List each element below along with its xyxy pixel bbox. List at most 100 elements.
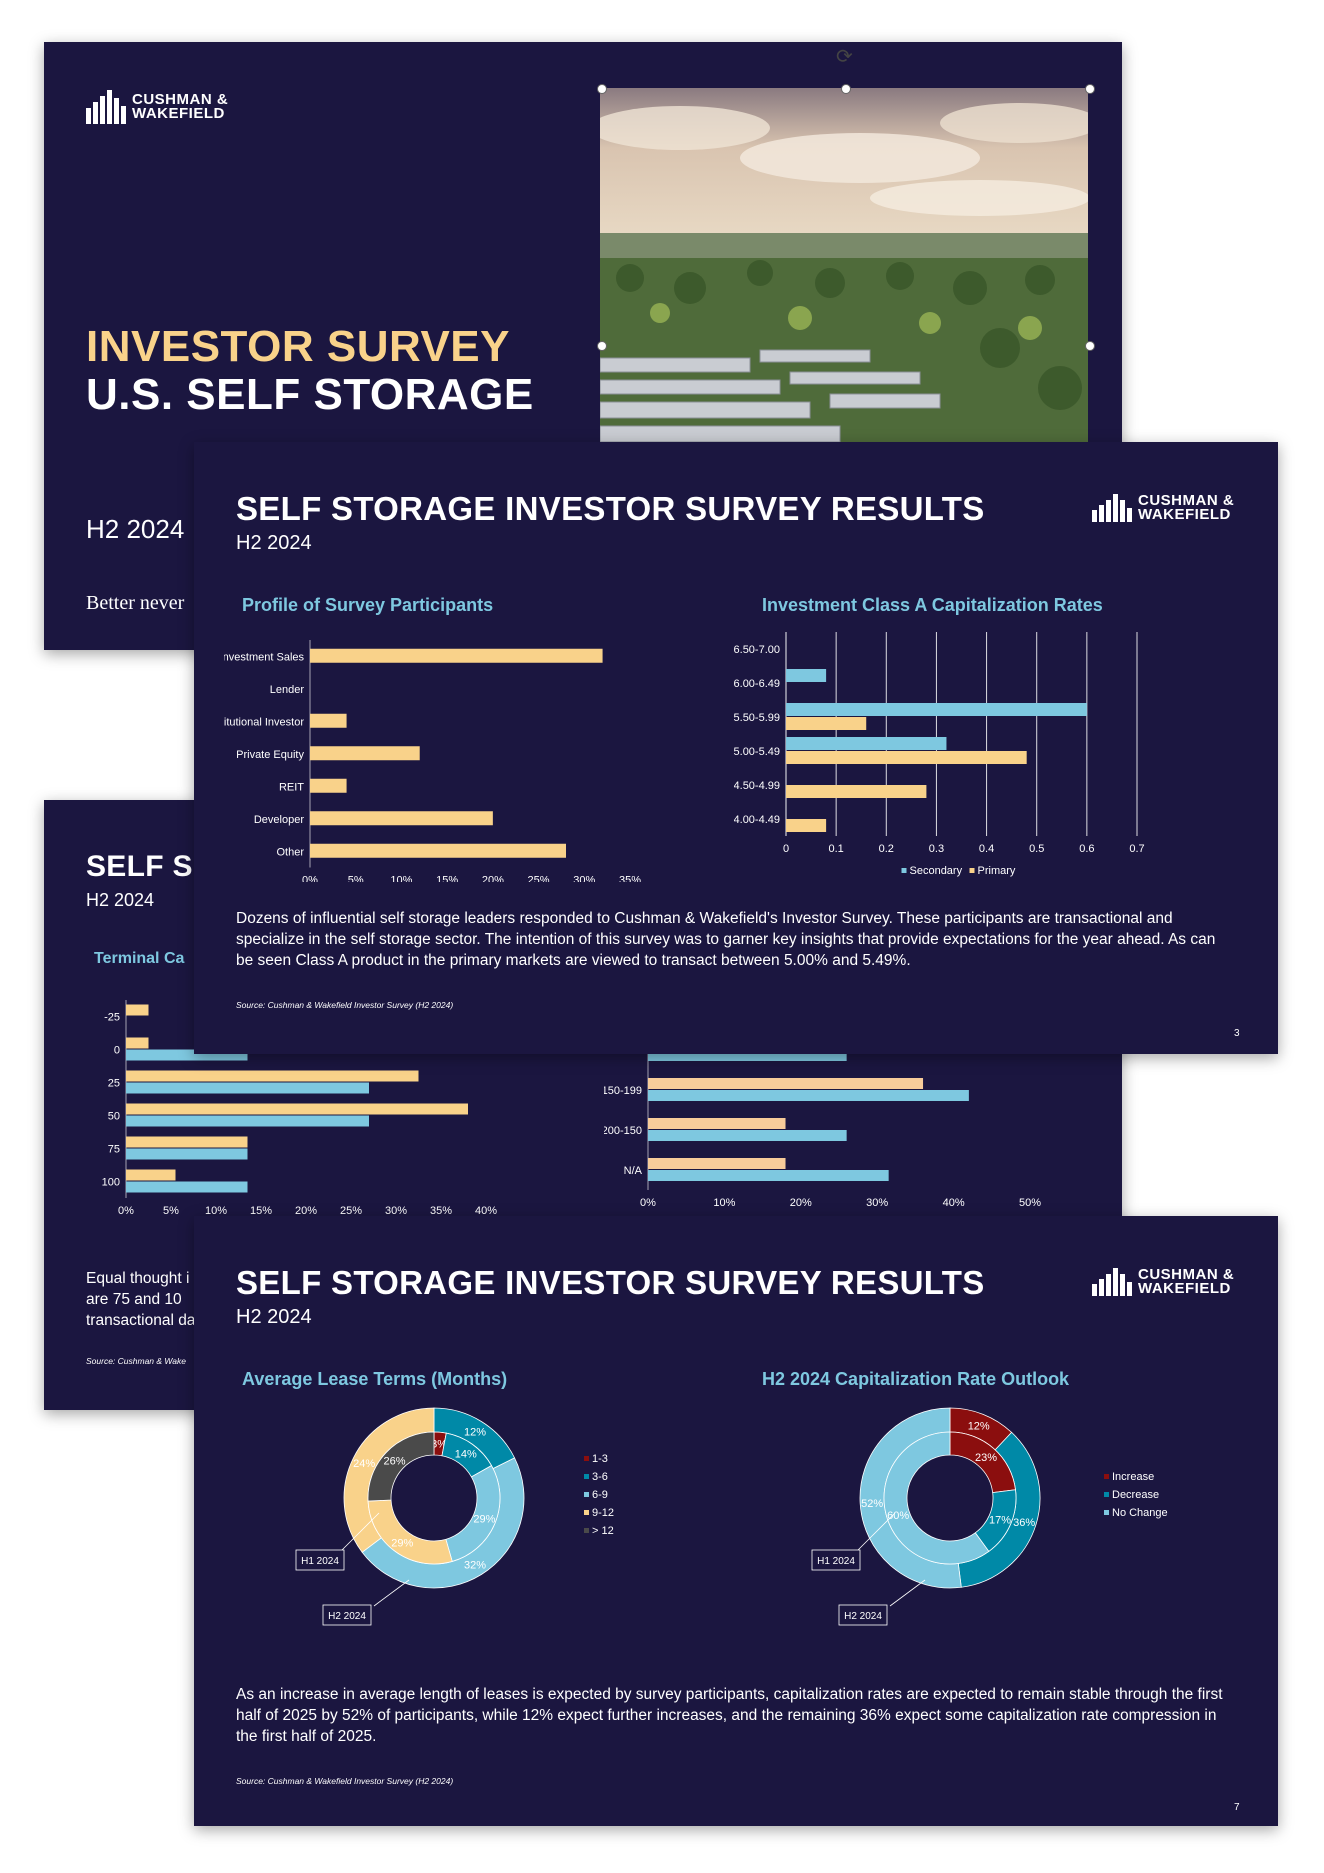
tick-label: 20% (790, 1197, 812, 1209)
bar (126, 1070, 419, 1082)
tick-label: 35% (430, 1205, 452, 1217)
tick-label: 0.2 (879, 843, 894, 855)
resize-handle[interactable] (1085, 341, 1095, 351)
aerial-storage-facility-photo[interactable] (600, 88, 1088, 488)
callout-box (295, 1549, 345, 1571)
slide3-body: Dozens of influential self storage leade… (236, 910, 1216, 969)
category-label: Other (276, 846, 304, 858)
slice-label: 23% (975, 1452, 997, 1464)
building-logo-icon (1092, 1268, 1132, 1296)
size-chart: 100-149150-199200-150N/A0%10%20%30%40%50… (604, 1030, 1041, 1209)
callout-box (811, 1549, 861, 1571)
resize-handle[interactable] (597, 84, 607, 94)
bar (786, 717, 867, 730)
legend-swatch (1104, 1510, 1109, 1515)
tick-label: 20% (482, 875, 504, 883)
slide2-body-line: are 75 and 10 (86, 1291, 182, 1308)
legend-swatch (584, 1492, 589, 1497)
bar (648, 1158, 786, 1169)
legend-label: 1-3 (592, 1453, 608, 1465)
legend-swatch (901, 868, 907, 873)
slide2-body-line: transactional da (86, 1312, 196, 1329)
tick-label: 5% (348, 875, 364, 883)
callout-label: H1 2024 (817, 1556, 855, 1567)
slide2-title: SELF S (86, 850, 193, 883)
tick-label: 0.7 (1129, 843, 1144, 855)
legend-label: Secondary (910, 865, 963, 877)
rotate-icon[interactable]: ⟳ (836, 44, 853, 68)
tick-label: 5% (163, 1205, 179, 1217)
callout-line (341, 1512, 380, 1551)
slide2-section-title: Terminal Ca (94, 950, 185, 967)
slide2-body: Equal thought i are 75 and 10 transactio… (86, 1268, 195, 1331)
tick-label: 50% (1019, 1197, 1041, 1209)
bar (648, 1170, 889, 1181)
callout-label: H2 2024 (844, 1611, 882, 1622)
cushman-logo: CUSHMAN & WAKEFIELD (1092, 1266, 1235, 1297)
legend-label: > 12 (592, 1525, 614, 1537)
cover-tagline: Better never (86, 592, 185, 614)
slice-label: 36% (1013, 1517, 1035, 1529)
profile-chart-title: Profile of Survey Participants (242, 595, 494, 615)
legend-swatch (584, 1474, 589, 1479)
category-label: 4.50-4.99 (734, 780, 780, 792)
slice-label: 24% (353, 1458, 375, 1470)
bar (786, 819, 827, 832)
slide4-page-number: 7 (1234, 1802, 1240, 1813)
bar (126, 1148, 248, 1160)
category-label: 6.00-6.49 (734, 678, 780, 690)
slice-label: 12% (968, 1420, 990, 1432)
bar (786, 737, 947, 750)
legend-label: No Change (1112, 1507, 1168, 1519)
legend-label: Increase (1112, 1471, 1154, 1483)
category-label: 6.50-7.00 (734, 644, 780, 656)
tick-label: 40% (943, 1197, 965, 1209)
legend-label: Primary (978, 865, 1016, 877)
category-label: Investment Sales (224, 651, 304, 663)
category-label: 5.50-5.99 (734, 712, 780, 724)
legend-swatch (1104, 1492, 1109, 1497)
slide2-body-line: Equal thought i (86, 1270, 190, 1287)
tick-label: 25% (528, 875, 550, 883)
category-label: 5.00-5.49 (734, 746, 780, 758)
resize-handle[interactable] (1085, 84, 1095, 94)
logo-text: CUSHMAN & WAKEFIELD (132, 91, 229, 122)
bar (126, 1181, 248, 1193)
legend-label: Decrease (1112, 1489, 1159, 1501)
slide-survey-results-1[interactable]: SELF STORAGE INVESTOR SURVEY RESULTS H2 … (194, 442, 1278, 1054)
logo-text: CUSHMAN & WAKEFIELD (1138, 492, 1235, 523)
callout-label: H1 2024 (301, 1556, 339, 1567)
tick-label: 0.1 (828, 843, 843, 855)
legend-swatch (584, 1456, 589, 1461)
slice-label: 60% (887, 1510, 909, 1522)
tick-label: 20% (295, 1205, 317, 1217)
cover-slide[interactable]: CUSHMAN & WAKEFIELD INVESTOR SURVEY U.S.… (44, 42, 1122, 650)
slide-survey-results-2[interactable]: SELF STORAGE INVESTOR SURVEY RESULTS H2 … (194, 1216, 1278, 1826)
callout-label: H2 2024 (328, 1611, 366, 1622)
cover-title-line2: U.S. SELF STORAGE (86, 370, 534, 419)
bar (126, 1049, 248, 1061)
slice-label: 52% (861, 1498, 883, 1510)
profile-chart: Investment Sales Lender Institutional Inve… (224, 640, 641, 883)
bar (310, 713, 347, 728)
tick-label: 0.3 (929, 843, 944, 855)
bar (126, 1037, 149, 1049)
tick-label: 35% (619, 875, 641, 883)
tick-label: 10% (205, 1205, 227, 1217)
callout-box (838, 1604, 888, 1626)
slice-label: 26% (384, 1455, 406, 1467)
category-label: 50 (108, 1111, 120, 1123)
tick-label: 30% (385, 1205, 407, 1217)
logo-text: CUSHMAN & WAKEFIELD (1138, 1266, 1235, 1297)
slide2-source: Source: Cushman & Wake (86, 1356, 186, 1366)
photo-illustration (600, 88, 1088, 488)
tick-label: 0% (118, 1205, 134, 1217)
legend-label: 6-9 (592, 1489, 608, 1501)
bar (126, 1004, 149, 1016)
category-label: REIT (279, 781, 304, 793)
resize-handle[interactable] (597, 341, 607, 351)
slide3-page-number: 3 (1234, 1028, 1240, 1039)
bar (648, 1130, 847, 1141)
resize-handle[interactable] (841, 84, 851, 94)
tick-label: 10% (713, 1197, 735, 1209)
